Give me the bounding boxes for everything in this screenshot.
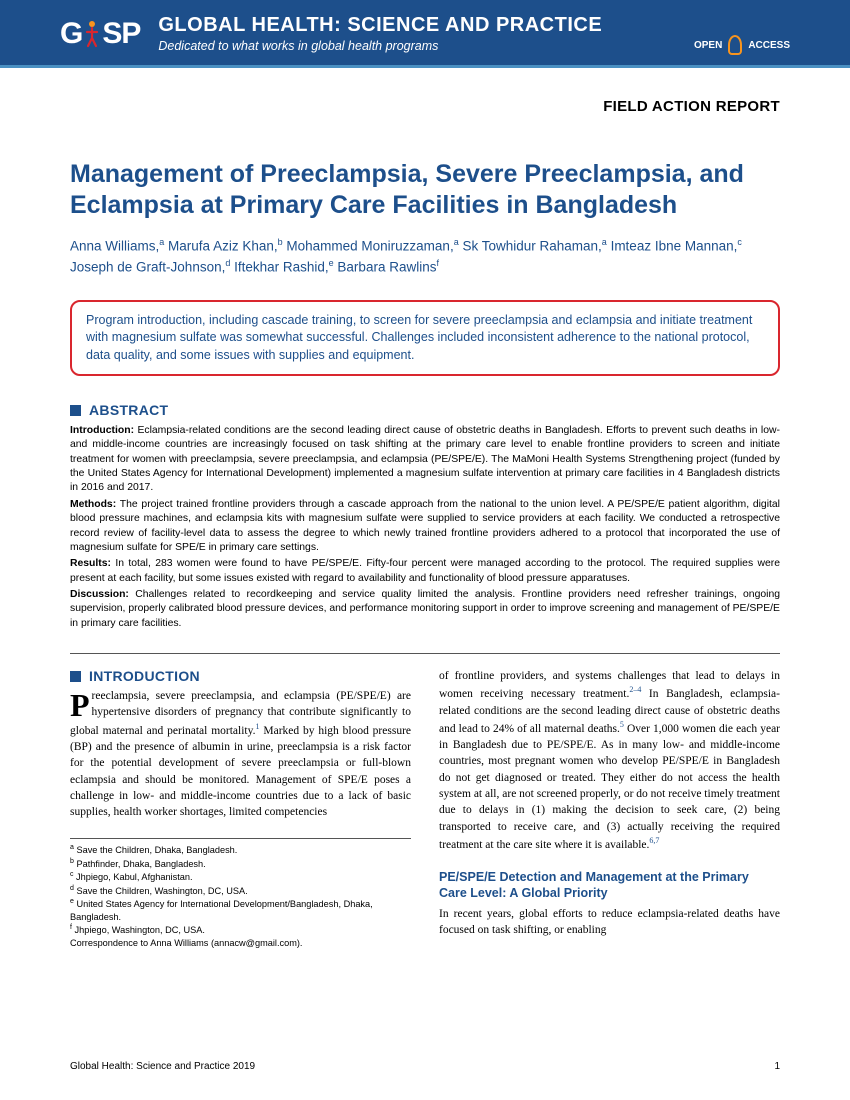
logo-person-icon [84,20,100,48]
abstract-intro-label: Introduction: [70,425,134,436]
header-titles: GLOBAL HEALTH: SCIENCE AND PRACTICE Dedi… [158,14,602,53]
subsection-heading: PE/SPE/E Detection and Management at the… [439,869,780,902]
left-column: INTRODUCTION Preeclampsia, severe preecl… [70,668,411,949]
square-bullet-icon [70,405,81,416]
intro-paragraph: Preeclampsia, severe preeclampsia, and e… [70,688,411,820]
right-column: of frontline providers, and systems chal… [439,668,780,949]
report-type: FIELD ACTION REPORT [70,98,780,115]
body-columns: INTRODUCTION Preeclampsia, severe preecl… [70,668,780,949]
body-paragraph: In recent years, global efforts to reduc… [439,906,780,939]
article-title: Management of Preeclampsia, Severe Preec… [70,159,780,220]
abstract-body: Introduction: Eclampsia-related conditio… [70,424,780,631]
affiliations-block: a Save the Children, Dhaka, Bangladesh.b… [70,838,411,949]
page-content: FIELD ACTION REPORT Management of Preecl… [0,68,850,949]
abstract-intro: Eclampsia-related conditions are the sec… [70,425,780,493]
footer-journal: Global Health: Science and Practice 2019 [70,1061,255,1072]
open-access-badge: OPEN ACCESS [694,35,790,55]
open-label: OPEN [694,40,722,51]
abstract-discussion-label: Discussion: [70,589,129,600]
abstract-methods: The project trained frontline providers … [70,499,780,553]
journal-subtitle: Dedicated to what works in global health… [158,39,602,53]
introduction-label: INTRODUCTION [89,668,200,684]
journal-logo: G SP [60,17,140,51]
summary-callout: Program introduction, including cascade … [70,300,780,377]
logo-right: SP [102,17,140,51]
section-divider [70,653,780,654]
dropcap: P [70,688,92,720]
introduction-heading: INTRODUCTION [70,668,411,684]
body-paragraph: of frontline providers, and systems chal… [439,668,780,853]
page-footer: Global Health: Science and Practice 2019… [70,1061,780,1072]
abstract-methods-label: Methods: [70,499,116,510]
abstract-results: In total, 283 women were found to have P… [70,558,780,583]
page-number: 1 [774,1061,780,1072]
abstract-heading: ABSTRACT [70,402,780,418]
journal-header: G SP GLOBAL HEALTH: SCIENCE AND PRACTICE… [0,0,850,68]
abstract-discussion: Challenges related to recordkeeping and … [70,589,780,629]
abstract-label: ABSTRACT [89,402,168,418]
square-bullet-icon [70,671,81,682]
open-access-icon [728,35,742,55]
abstract-results-label: Results: [70,558,111,569]
access-label: ACCESS [748,40,790,51]
journal-title: GLOBAL HEALTH: SCIENCE AND PRACTICE [158,14,602,37]
logo-left: G [60,17,82,51]
author-list: Anna Williams,a Marufa Aziz Khan,b Moham… [70,236,780,278]
